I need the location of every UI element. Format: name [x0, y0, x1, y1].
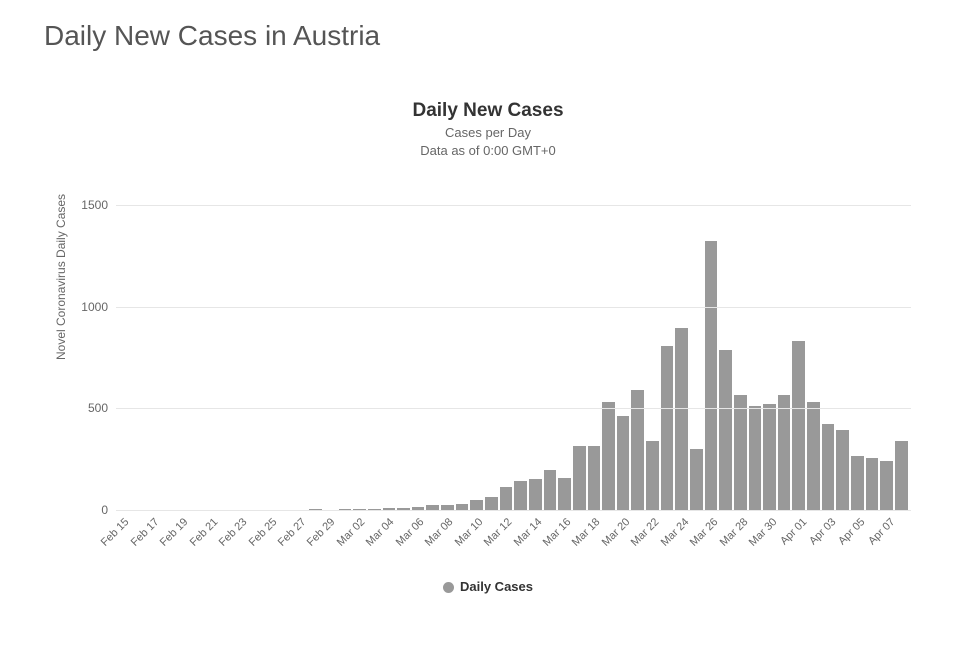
- x-tick-label: Feb 21: [187, 516, 220, 549]
- bar: [617, 416, 630, 510]
- legend-dot-icon: [443, 582, 454, 593]
- x-tick-label: Feb 23: [217, 516, 250, 549]
- bar: [588, 446, 601, 510]
- chart-subtitle-2: Data as of 0:00 GMT+0: [48, 142, 928, 160]
- x-tick-label: Mar 24: [659, 516, 692, 549]
- bar: [763, 404, 776, 510]
- bar: [851, 456, 864, 510]
- y-tick-label: 0: [68, 503, 108, 517]
- gridline: [116, 205, 911, 206]
- x-tick-label: Mar 18: [570, 516, 603, 549]
- x-tick-label: Feb 25: [246, 516, 279, 549]
- bar: [558, 478, 571, 510]
- bar: [573, 446, 586, 510]
- y-tick-label: 1000: [68, 300, 108, 314]
- x-tick-label: Apr 07: [866, 516, 897, 547]
- bar: [690, 449, 703, 510]
- x-ticks-group: Feb 15Feb 17Feb 19Feb 21Feb 23Feb 25Feb …: [116, 510, 911, 570]
- bar: [836, 430, 849, 510]
- x-tick-label: Mar 08: [423, 516, 456, 549]
- bar: [822, 424, 835, 510]
- x-tick-label: Apr 01: [778, 516, 809, 547]
- x-tick-label: Mar 16: [541, 516, 574, 549]
- page-title: Daily New Cases in Austria: [44, 20, 960, 52]
- x-tick-label: Feb 27: [276, 516, 309, 549]
- plot-area: Feb 15Feb 17Feb 19Feb 21Feb 23Feb 25Feb …: [116, 205, 911, 510]
- x-tick-label: Mar 30: [747, 516, 780, 549]
- x-tick-label: Mar 20: [600, 516, 633, 549]
- bar: [880, 461, 893, 510]
- legend: Daily Cases: [48, 579, 928, 594]
- x-tick-label: Feb 19: [158, 516, 191, 549]
- bar: [778, 395, 791, 510]
- gridline: [116, 307, 911, 308]
- bar: [646, 441, 659, 510]
- x-tick-label: Mar 26: [688, 516, 721, 549]
- bar: [807, 402, 820, 510]
- legend-label: Daily Cases: [460, 579, 533, 594]
- x-tick-label: Feb 15: [99, 516, 132, 549]
- x-tick-label: Feb 29: [305, 516, 338, 549]
- y-tick-label: 1500: [68, 198, 108, 212]
- bar: [470, 500, 483, 510]
- x-tick-label: Feb 17: [129, 516, 162, 549]
- y-axis-label: Novel Coronavirus Daily Cases: [54, 194, 68, 360]
- bar: [719, 350, 732, 510]
- bar: [514, 481, 527, 510]
- bar: [734, 395, 747, 510]
- bar: [749, 406, 762, 510]
- x-tick-label: Mar 22: [629, 516, 662, 549]
- chart-container: Daily New Cases Cases per Day Data as of…: [48, 100, 928, 600]
- gridline: [116, 408, 911, 409]
- gridline: [116, 510, 911, 511]
- x-tick-label: Mar 10: [452, 516, 485, 549]
- bar: [675, 328, 688, 510]
- bars-group: [116, 205, 911, 510]
- x-tick-label: Mar 06: [394, 516, 427, 549]
- bar: [602, 402, 615, 510]
- x-tick-label: Mar 04: [364, 516, 397, 549]
- bar: [792, 341, 805, 510]
- bar: [866, 458, 879, 510]
- y-tick-label: 500: [68, 401, 108, 415]
- bar: [500, 487, 513, 510]
- bar: [661, 346, 674, 510]
- bar: [529, 479, 542, 510]
- x-tick-label: Apr 05: [837, 516, 868, 547]
- x-tick-label: Mar 12: [482, 516, 515, 549]
- x-tick-label: Mar 02: [335, 516, 368, 549]
- bar: [485, 497, 498, 510]
- x-tick-label: Mar 14: [511, 516, 544, 549]
- chart-subtitle-1: Cases per Day: [48, 124, 928, 142]
- chart-title: Daily New Cases: [48, 100, 928, 122]
- x-tick-label: Mar 28: [717, 516, 750, 549]
- bar: [895, 441, 908, 510]
- bar: [705, 241, 718, 510]
- x-tick-label: Apr 03: [807, 516, 838, 547]
- bar: [544, 470, 557, 510]
